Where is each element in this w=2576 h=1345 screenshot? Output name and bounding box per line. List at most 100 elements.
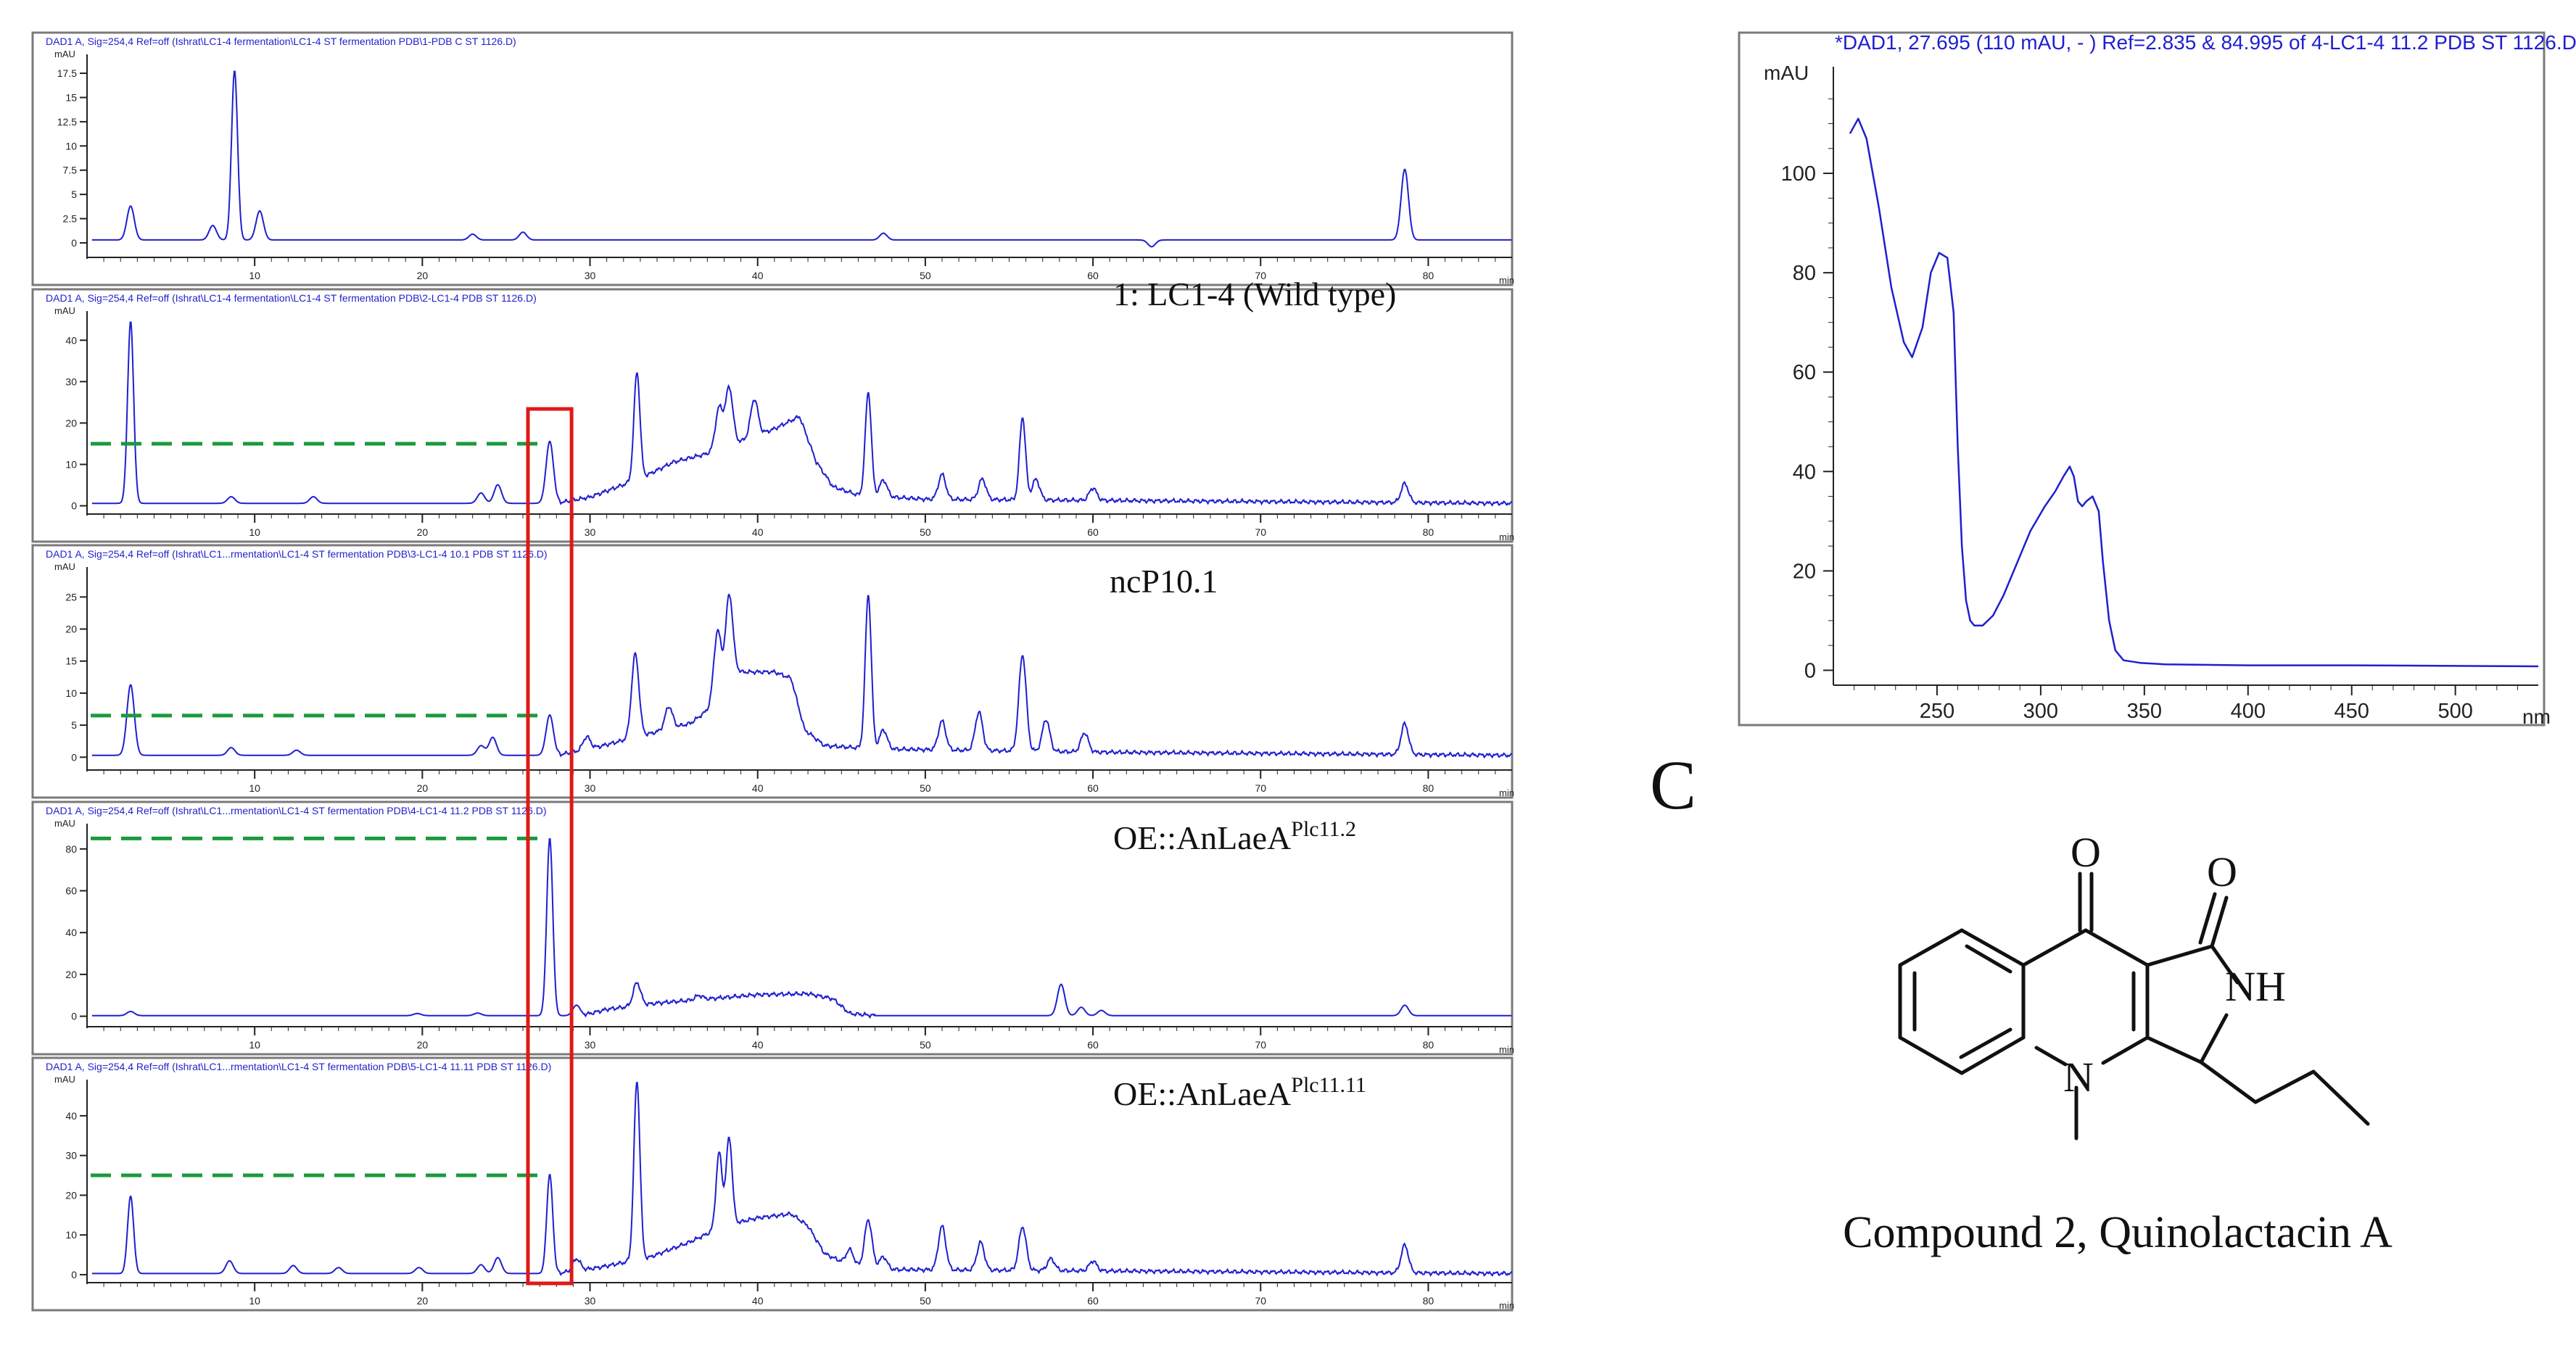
peak-highlight-box: [526, 407, 574, 1286]
spectrum-y-tick-label: 0: [1804, 659, 1816, 682]
y-tick-label: 0: [71, 1269, 77, 1280]
trace-header: DAD1 A, Sig=254,4 Ref=off (Ishrat\LC1...…: [46, 805, 547, 816]
y-tick-label: 0: [71, 1011, 77, 1022]
y-tick-label: 25: [65, 591, 77, 603]
panel-frame: [31, 288, 1514, 543]
compound-caption: Compound 2, Quinolactacin A: [1843, 1208, 2393, 1257]
sample-label-superscript: Plc11.11: [1291, 1073, 1366, 1097]
y-tick-label: 20: [65, 417, 77, 429]
benzene-bond: [1960, 1035, 2026, 1075]
x-tick-label: 40: [752, 1039, 764, 1051]
x-tick-label: 10: [249, 526, 260, 538]
x-tick-label: 60: [1087, 1295, 1099, 1307]
sample-label-text: ncP10.1: [1110, 563, 1218, 600]
panel-frame: [31, 544, 1514, 799]
y-tick-label: 80: [65, 843, 77, 855]
spectrum-frame: [1738, 31, 2546, 727]
pyridone-bond: [2034, 1046, 2068, 1067]
x-tick-label: 30: [585, 1295, 596, 1307]
y-tick-label: 5: [71, 719, 77, 731]
y-tick-label: 30: [65, 1150, 77, 1162]
trace-header: DAD1 A, Sig=254,4 Ref=off (Ishrat\LC1-4 …: [46, 292, 537, 304]
y-axis-unit: mAU: [54, 49, 75, 59]
pyridone-bond: [2084, 928, 2150, 967]
panel-frame: [31, 31, 1514, 286]
x-axis-unit: min: [1499, 1300, 1514, 1311]
x-tick-label: 50: [920, 1039, 931, 1051]
y-axis-unit: mAU: [54, 561, 75, 572]
chromatogram-stack: DAD1 A, Sig=254,4 Ref=off (Ishrat\LC1-4 …: [31, 31, 1514, 1312]
y-tick-label: 12.5: [57, 116, 77, 128]
spectrum-x-tick-label: 450: [2334, 700, 2369, 723]
spectrum-y-tick-label: 60: [1793, 361, 1816, 384]
x-tick-label: 10: [249, 782, 260, 794]
spectrum-x-tick-label: 250: [1920, 700, 1954, 723]
chromatogram-4: DAD1 A, Sig=254,4 Ref=off (Ishrat\LC1...…: [31, 800, 1514, 1056]
panel-label-c: C: [1650, 746, 1696, 824]
benzene-double-bond: [1959, 1027, 2012, 1059]
y-tick-label: 60: [65, 885, 77, 897]
sample-label: OE::AnLaeAPlc11.2: [1113, 817, 1356, 856]
x-tick-label: 30: [585, 782, 596, 794]
x-tick-label: 70: [1255, 526, 1266, 538]
y-tick-label: 2.5: [63, 213, 78, 225]
lactam-bond: [2199, 1013, 2229, 1064]
lactam-bond: [2210, 944, 2239, 985]
y-tick-label: 20: [65, 624, 77, 635]
x-tick-label: 40: [752, 526, 764, 538]
y-tick-label: 30: [65, 376, 77, 387]
x-tick-label: 30: [585, 1039, 596, 1051]
y-tick-label: 10: [65, 1229, 77, 1241]
spectrum-x-tick-label: 300: [2023, 700, 2058, 723]
chromatogram-5: DAD1 A, Sig=254,4 Ref=off (Ishrat\LC1...…: [31, 1056, 1514, 1312]
x-tick-label: 70: [1255, 1295, 1266, 1307]
propyl-bond: [2311, 1069, 2370, 1126]
y-axis-unit: mAU: [54, 305, 75, 316]
lactam-carbonyl-bond: [2198, 892, 2217, 945]
y-tick-label: 40: [65, 927, 77, 938]
x-tick-label: 30: [585, 270, 596, 281]
pyridone-bond: [2021, 928, 2088, 967]
x-tick-label: 80: [1423, 782, 1434, 794]
lactam-bond: [2145, 944, 2214, 967]
y-tick-label: 10: [65, 459, 77, 471]
x-tick-label: 80: [1423, 1039, 1434, 1051]
benzene-bond: [1960, 928, 2026, 967]
spectrum-y-unit: mAU: [1764, 62, 1809, 84]
spectrum-y-tick-label: 80: [1793, 262, 1816, 285]
atom-n: N: [2063, 1054, 2094, 1101]
y-tick-label: 7.5: [63, 165, 78, 176]
x-tick-label: 50: [920, 1295, 931, 1307]
x-tick-label: 60: [1087, 526, 1099, 538]
x-axis-unit: min: [1499, 275, 1514, 286]
y-axis-unit: mAU: [54, 818, 75, 829]
sample-label-text: 1: LC1-4 (Wild type): [1113, 276, 1396, 313]
sample-label: 1: LC1-4 (Wild type): [1113, 276, 1396, 313]
trace-header: DAD1 A, Sig=254,4 Ref=off (Ishrat\LC1...…: [46, 548, 548, 560]
y-tick-label: 0: [71, 500, 77, 512]
quinolactacin-structure: C O O NH N Compound 2, Quinolactacin A: [1650, 746, 2393, 1257]
chromatogram-2: DAD1 A, Sig=254,4 Ref=off (Ishrat\LC1-4 …: [31, 276, 1514, 543]
x-tick-label: 20: [417, 270, 429, 281]
trace-header: DAD1 A, Sig=254,4 Ref=off (Ishrat\LC1...…: [46, 1061, 551, 1072]
x-tick-label: 20: [417, 782, 429, 794]
y-tick-label: 10: [65, 687, 77, 699]
panel-frame: [31, 1056, 1514, 1312]
sample-label-text: OE::AnLaeA: [1113, 819, 1291, 856]
x-axis-unit: min: [1499, 531, 1514, 542]
panel-frame: [31, 800, 1514, 1056]
sample-label: OE::AnLaeAPlc11.11: [1113, 1073, 1366, 1112]
y-tick-label: 0: [71, 751, 77, 763]
x-tick-label: 40: [752, 270, 764, 281]
y-tick-label: 15: [65, 655, 77, 667]
propyl-bond: [2253, 1069, 2316, 1104]
lactam-bond: [2145, 1035, 2203, 1064]
spectrum-x-tick-label: 350: [2127, 700, 2162, 723]
atom-nh: NH: [2225, 963, 2286, 1010]
x-tick-label: 80: [1423, 270, 1434, 281]
lactam-carbonyl-bond: [2210, 895, 2229, 948]
atom-o-lactam: O: [2207, 848, 2237, 895]
y-axis-unit: mAU: [54, 1074, 75, 1085]
x-axis-unit: min: [1499, 787, 1514, 798]
